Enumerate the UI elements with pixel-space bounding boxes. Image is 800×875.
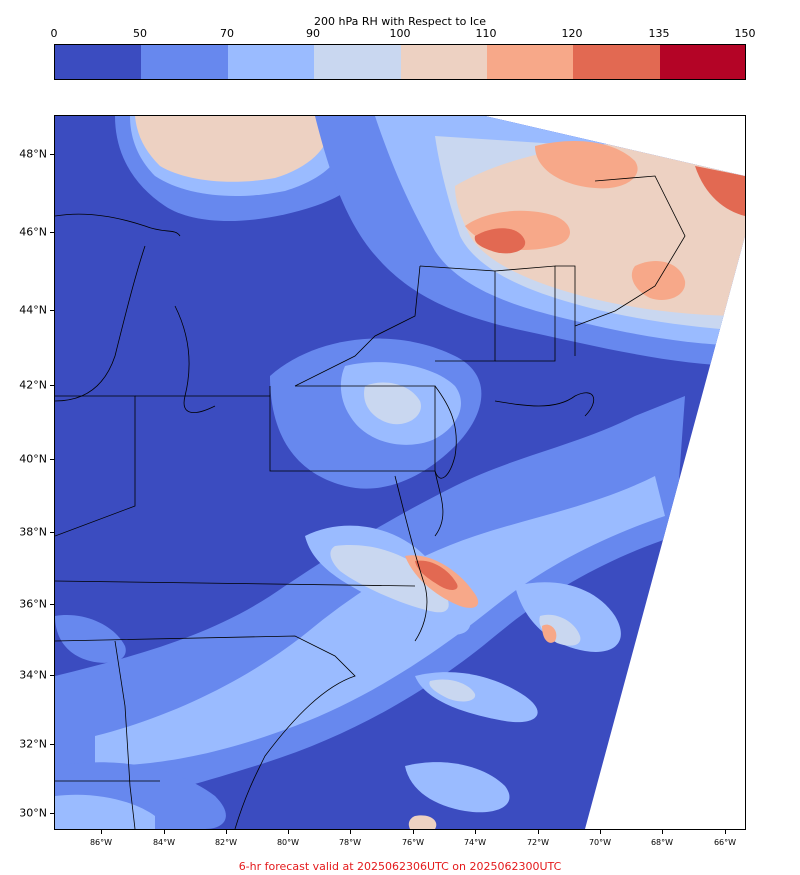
- colorbar-tick-70: 70: [220, 27, 234, 40]
- rh-blob: [95, 476, 665, 766]
- colorbar-segment: [314, 45, 401, 79]
- lat-tick: [50, 154, 54, 155]
- lat-label-48: 48°N: [19, 147, 47, 161]
- lon-tick: [350, 830, 351, 834]
- lat-label-36: 36°N: [19, 597, 47, 611]
- lat-label-34: 34°N: [19, 668, 47, 682]
- lon-tick: [101, 830, 102, 834]
- colorbar-tick-135: 135: [648, 27, 670, 40]
- rh-blob: [542, 624, 557, 643]
- boundary-line: [114, 640, 136, 829]
- forecast-valid-caption: 6-hr forecast valid at 2025062306UTC on …: [238, 860, 562, 873]
- lat-tick: [50, 744, 54, 745]
- boundaries: [55, 175, 686, 829]
- boundary-line: [494, 392, 595, 417]
- boundary-line: [55, 635, 356, 829]
- lat-label-38: 38°N: [19, 525, 47, 539]
- colorbar-tick-120: 120: [561, 27, 583, 40]
- colorbar-tick-100: 100: [389, 27, 411, 40]
- lat-label-32: 32°N: [19, 737, 47, 751]
- colorbar-segment: [487, 45, 573, 79]
- rh-blob: [405, 762, 510, 813]
- boundary-line: [434, 470, 444, 537]
- boundary-line: [55, 580, 416, 587]
- boundary-line: [394, 475, 428, 642]
- lon-label-66: 66°W: [713, 838, 737, 847]
- colorbar-tick-150: 150: [734, 27, 756, 40]
- lon-tick: [662, 830, 663, 834]
- lat-tick: [50, 459, 54, 460]
- rh-field-map: [55, 116, 745, 829]
- map-panel: [54, 115, 746, 830]
- rh-blob: [55, 794, 155, 829]
- colorbar-title: 200 hPa RH with Respect to Ice: [314, 15, 486, 28]
- lat-tick: [50, 813, 54, 814]
- boundary-line: [419, 265, 496, 362]
- rh-blob: [55, 615, 126, 663]
- colorbar-tick-0: 0: [50, 27, 58, 40]
- lat-label-44: 44°N: [19, 303, 47, 317]
- colorbar-tick-50: 50: [133, 27, 147, 40]
- boundary-line: [55, 213, 181, 237]
- lon-tick: [725, 830, 726, 834]
- lon-label-80: 80°W: [276, 838, 300, 847]
- colorbar-tick-110: 110: [475, 27, 497, 40]
- lat-tick: [50, 675, 54, 676]
- lon-label-86: 86°W: [89, 838, 113, 847]
- rh-blob: [408, 815, 437, 829]
- colorbar-segment: [573, 45, 660, 79]
- lon-label-82: 82°W: [214, 838, 238, 847]
- rh-blob: [330, 545, 449, 613]
- rh-blob: [474, 228, 526, 254]
- rh-blob: [515, 582, 621, 652]
- colorbar-segment: [228, 45, 314, 79]
- lon-label-70: 70°W: [588, 838, 612, 847]
- boundary-line: [55, 245, 146, 402]
- rh-blob: [415, 560, 458, 590]
- lon-tick: [538, 830, 539, 834]
- rh-blob: [364, 382, 421, 425]
- lon-tick: [475, 830, 476, 834]
- lat-label-42: 42°N: [19, 378, 47, 392]
- lat-tick: [50, 310, 54, 311]
- lat-tick: [50, 532, 54, 533]
- boundary-line: [574, 175, 686, 327]
- colorbar-segment: [141, 45, 228, 79]
- lon-tick: [164, 830, 165, 834]
- lat-tick: [50, 232, 54, 233]
- lon-tick: [413, 830, 414, 834]
- colorbar: [54, 44, 746, 80]
- lat-label-40: 40°N: [19, 452, 47, 466]
- colorbar-segment: [401, 45, 487, 79]
- rh-blob: [695, 166, 745, 216]
- rh-blob: [429, 679, 476, 702]
- rh-blob: [135, 116, 331, 182]
- lon-label-76: 76°W: [401, 838, 425, 847]
- colorbar-segment: [660, 45, 745, 79]
- boundary-line: [294, 265, 421, 387]
- lat-label-46: 46°N: [19, 225, 47, 239]
- colorbar-tick-90: 90: [306, 27, 320, 40]
- lon-tick: [226, 830, 227, 834]
- lon-label-84: 84°W: [152, 838, 176, 847]
- lon-label-78: 78°W: [338, 838, 362, 847]
- lon-label-68: 68°W: [650, 838, 674, 847]
- rh-blob: [535, 141, 638, 189]
- lon-tick: [600, 830, 601, 834]
- rh-blob: [539, 614, 581, 646]
- boundary-line: [434, 385, 457, 479]
- boundary-line: [55, 395, 136, 537]
- lat-tick: [50, 385, 54, 386]
- lon-label-74: 74°W: [463, 838, 487, 847]
- lon-label-72: 72°W: [526, 838, 550, 847]
- lat-label-30: 30°N: [19, 806, 47, 820]
- colorbar-segment: [55, 45, 141, 79]
- lon-tick: [288, 830, 289, 834]
- boundary-line: [494, 265, 556, 362]
- lat-tick: [50, 604, 54, 605]
